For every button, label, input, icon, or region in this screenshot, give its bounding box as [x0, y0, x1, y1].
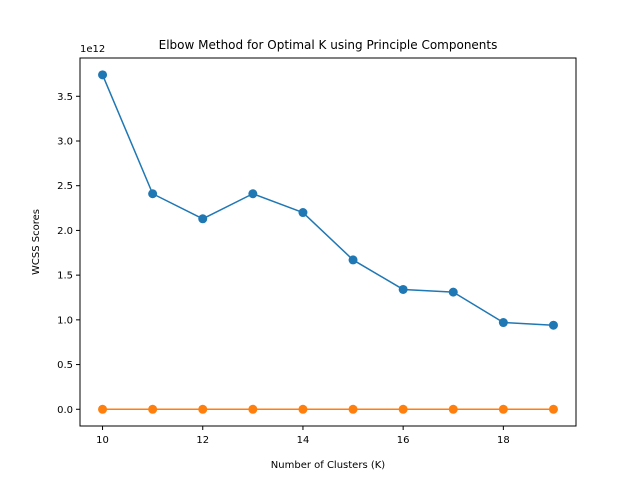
chart-title: Elbow Method for Optimal K using Princip… — [159, 38, 498, 52]
series-1-point — [448, 287, 458, 297]
y-tick-label: 0.5 — [57, 360, 73, 371]
x-tick-label: 16 — [397, 435, 410, 446]
x-tick-label: 10 — [96, 435, 109, 446]
series-2-point — [498, 404, 508, 414]
x-tick-label: 12 — [196, 435, 209, 446]
y-tick-label: 0.0 — [57, 405, 73, 416]
series-2-point — [148, 404, 158, 414]
series-2-point — [448, 404, 458, 414]
series-1-line — [101, 74, 554, 326]
series-2-point — [248, 404, 258, 414]
x-axis-label: Number of Clusters (K) — [271, 460, 386, 471]
series-1-point — [398, 284, 408, 294]
y-offset-label: 1e12 — [80, 44, 105, 55]
y-tick-label: 2.5 — [57, 181, 73, 192]
y-tick-label: 1.5 — [57, 271, 73, 282]
series-1-point — [198, 214, 208, 224]
x-axis-ticks: 10 12 14 16 18 — [96, 426, 510, 446]
plot-frame — [79, 57, 577, 427]
plot-area — [80, 58, 576, 426]
series-1-point — [248, 189, 258, 199]
y-tick-label: 2.0 — [57, 226, 73, 237]
y-axis-label: WCSS Scores — [31, 209, 42, 275]
series-1-point — [98, 70, 108, 80]
series-2 — [98, 404, 558, 414]
series-2-point — [398, 404, 408, 414]
series-2-point — [298, 404, 308, 414]
y-axis-ticks: 0.0 0.5 1.0 1.5 2.0 2.5 3.0 3.5 — [57, 92, 80, 416]
series-2-point — [348, 404, 358, 414]
y-tick-label: 3.5 — [57, 92, 73, 103]
series-1-point — [148, 189, 158, 199]
series-2-point — [198, 404, 208, 414]
y-tick-label: 3.0 — [57, 136, 73, 147]
series-2-point — [548, 404, 558, 414]
series-layer — [98, 70, 558, 414]
series-1-point — [298, 208, 308, 218]
x-tick-label: 18 — [497, 435, 510, 446]
series-1-point — [548, 320, 558, 330]
y-tick-label: 1.0 — [57, 315, 73, 326]
x-tick-label: 14 — [297, 435, 310, 446]
series-1-point — [348, 255, 358, 265]
series-1 — [98, 70, 558, 330]
series-2-point — [98, 404, 108, 414]
series-1-point — [498, 318, 508, 328]
